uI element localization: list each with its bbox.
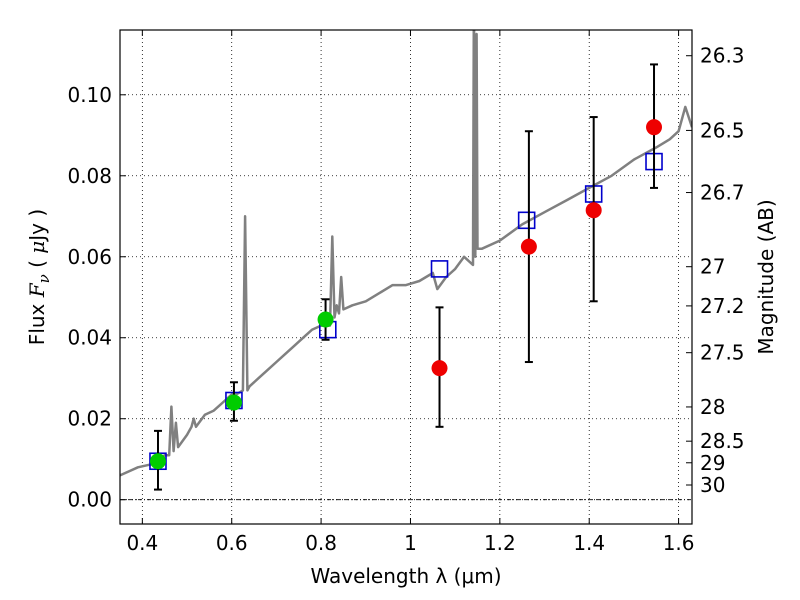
y2-axis-label: Magnitude (AB) (754, 199, 778, 354)
x-tick-label: 0.8 (305, 531, 337, 555)
observed-flux-point (149, 453, 166, 470)
x-tick-label: 1.2 (484, 531, 516, 555)
mag-tick-label: 29 (700, 451, 725, 475)
observed-flux-point (520, 238, 537, 255)
observed-flux-point (646, 119, 663, 136)
observed-flux-point (317, 311, 334, 328)
y-axis-label-part: ( (25, 254, 49, 275)
y-axis-label-part: Flux (25, 297, 49, 345)
plot-frame (119, 29, 693, 525)
mag-tick-label: 26.3 (700, 44, 745, 68)
y-axis-label-part: Jy ) (25, 209, 49, 243)
model-spectrum-line (120, 30, 692, 477)
y-tick-label: 0.04 (67, 326, 112, 350)
y-tick-label: 0.06 (67, 245, 112, 269)
mag-tick-label: 28.5 (700, 429, 745, 453)
x-tick-label: 1.6 (663, 531, 695, 555)
mag-tick-label: 28 (700, 395, 725, 419)
y-tick-label: 0.02 (67, 407, 112, 431)
ticks: 0.4 0.6 0.8 1 1.2 1.4 1.6 0.00 0.02 0.04 0.06 0.08 0… (67, 30, 745, 555)
observed-flux-point (585, 202, 602, 219)
y-tick-label: 0.00 (67, 488, 112, 512)
mag-tick-label: 27.2 (700, 294, 745, 318)
mag-tick-label: 30 (700, 473, 725, 497)
mag-tick-label: 27.5 (700, 341, 745, 365)
y-axis-label-part: μ (25, 241, 49, 254)
x-tick-label: 1 (404, 531, 417, 555)
x-tick-label: 0.4 (126, 531, 158, 555)
y-axis-label-part: F (25, 282, 49, 298)
plot-layer (120, 30, 692, 491)
mag-tick-label: 27 (700, 255, 725, 279)
model-photometry-square (430, 260, 449, 278)
y-axis-label-part: ν (35, 274, 53, 283)
observed-flux-point (431, 360, 448, 377)
x-tick-label: 1.4 (573, 531, 605, 555)
model-photometry-square (517, 211, 536, 230)
x-axis-label: Wavelength λ (μm) (310, 564, 501, 588)
y-tick-label: 0.08 (67, 164, 112, 188)
y-tick-label: 0.10 (67, 83, 112, 107)
grid (120, 30, 692, 524)
plot-area-background (120, 30, 692, 524)
x-tick-label: 0.6 (216, 531, 248, 555)
mag-tick-label: 26.7 (700, 181, 745, 205)
mag-tick-label: 26.5 (700, 118, 745, 142)
observed-flux-point (225, 394, 242, 411)
y-axis-label: Flux Fν ( μJy ) (25, 209, 53, 345)
